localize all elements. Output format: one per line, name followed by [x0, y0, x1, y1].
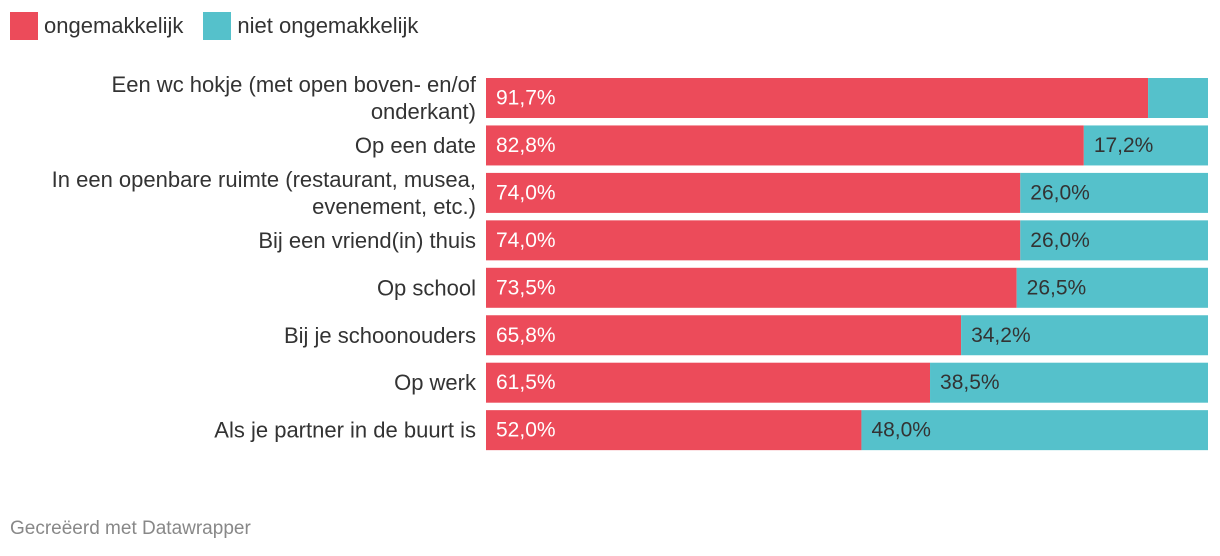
data-label-niet-ongemakkelijk: 17,2% — [1094, 134, 1154, 157]
row-label: Op werk — [394, 370, 477, 395]
bar-segment-ongemakkelijk — [486, 315, 962, 356]
row-label-line: In een openbare ruimte (restaurant, muse… — [52, 167, 476, 192]
data-label-niet-ongemakkelijk: 34,2% — [971, 324, 1031, 347]
row-label-line: Bij een vriend(in) thuis — [258, 228, 476, 253]
row-label: Als je partner in de buurt is — [214, 418, 476, 443]
bar-segment-niet-ongemakkelijk — [930, 362, 1208, 403]
bar-segment-ongemakkelijk — [486, 220, 1021, 261]
bar-segment-ongemakkelijk — [486, 78, 1149, 118]
data-label-niet-ongemakkelijk: 26,0% — [1030, 181, 1090, 204]
row-label: Een wc hokje (met open boven- en/of onder… — [112, 72, 477, 124]
legend-swatch-niet-ongemakkelijk — [203, 12, 232, 40]
data-label-niet-ongemakkelijk: 26,0% — [1030, 229, 1090, 252]
row-label-line: Bij je schoonouders — [284, 323, 476, 348]
bar-segment-ongemakkelijk — [486, 410, 862, 451]
bar-segment-niet-ongemakkelijk — [1016, 267, 1208, 308]
row-label: Op een date — [355, 133, 476, 158]
row-label: Op school — [377, 275, 476, 300]
bar-segment-ongemakkelijk — [486, 362, 931, 403]
row-label-line: Op werk — [394, 370, 477, 395]
bar-segment-niet-ongemakkelijk — [961, 315, 1208, 356]
data-label-ongemakkelijk: 74,0% — [496, 181, 556, 204]
row-label-line: onderkant) — [371, 99, 476, 124]
row-label: Bij je schoonouders — [284, 323, 476, 348]
legend-item-niet-ongemakkelijk: niet ongemakkelijk — [203, 12, 418, 40]
row-label: Bij een vriend(in) thuis — [258, 228, 476, 253]
legend-item-ongemakkelijk: ongemakkelijk — [10, 12, 183, 40]
data-label-niet-ongemakkelijk: 48,0% — [871, 419, 931, 442]
bar-segment-ongemakkelijk — [486, 172, 1021, 213]
row-label-line: Op een date — [355, 133, 476, 158]
footer-credit[interactable]: Gecreëerd met Datawrapper — [10, 518, 251, 539]
legend-swatch-ongemakkelijk — [10, 12, 38, 40]
row-label-line: Als je partner in de buurt is — [214, 418, 476, 443]
data-label-ongemakkelijk: 73,5% — [496, 276, 556, 299]
row-label: In een openbare ruimte (restaurant, muse… — [52, 167, 476, 219]
bar-segment-ongemakkelijk — [486, 267, 1017, 308]
row-label-line: Een wc hokje (met open boven- en/of — [112, 72, 477, 97]
data-label-ongemakkelijk: 52,0% — [496, 419, 556, 442]
chart-legend: ongemakkelijk niet ongemakkelijk — [10, 10, 418, 42]
bar-segment-niet-ongemakkelijk — [1020, 172, 1208, 213]
row-label-line: Op school — [377, 275, 476, 300]
data-label-ongemakkelijk: 82,8% — [496, 134, 556, 157]
legend-label-ongemakkelijk: ongemakkelijk — [44, 13, 184, 38]
bar-segment-ongemakkelijk — [486, 125, 1084, 166]
bar-segment-niet-ongemakkelijk — [1083, 125, 1208, 166]
data-label-niet-ongemakkelijk: 26,5% — [1027, 276, 1087, 299]
bar-segment-niet-ongemakkelijk — [861, 410, 1208, 451]
bar-segment-niet-ongemakkelijk — [1020, 220, 1208, 261]
data-label-niet-ongemakkelijk: 38,5% — [940, 371, 1000, 394]
bar-segment-niet-ongemakkelijk — [1148, 78, 1208, 118]
legend-label-niet-ongemakkelijk: niet ongemakkelijk — [237, 13, 419, 38]
data-label-ongemakkelijk: 91,7% — [496, 87, 556, 110]
row-label-line: evenement, etc.) — [312, 194, 476, 219]
data-label-ongemakkelijk: 74,0% — [496, 229, 556, 252]
data-label-ongemakkelijk: 65,8% — [496, 324, 556, 347]
data-label-ongemakkelijk: 61,5% — [496, 371, 556, 394]
